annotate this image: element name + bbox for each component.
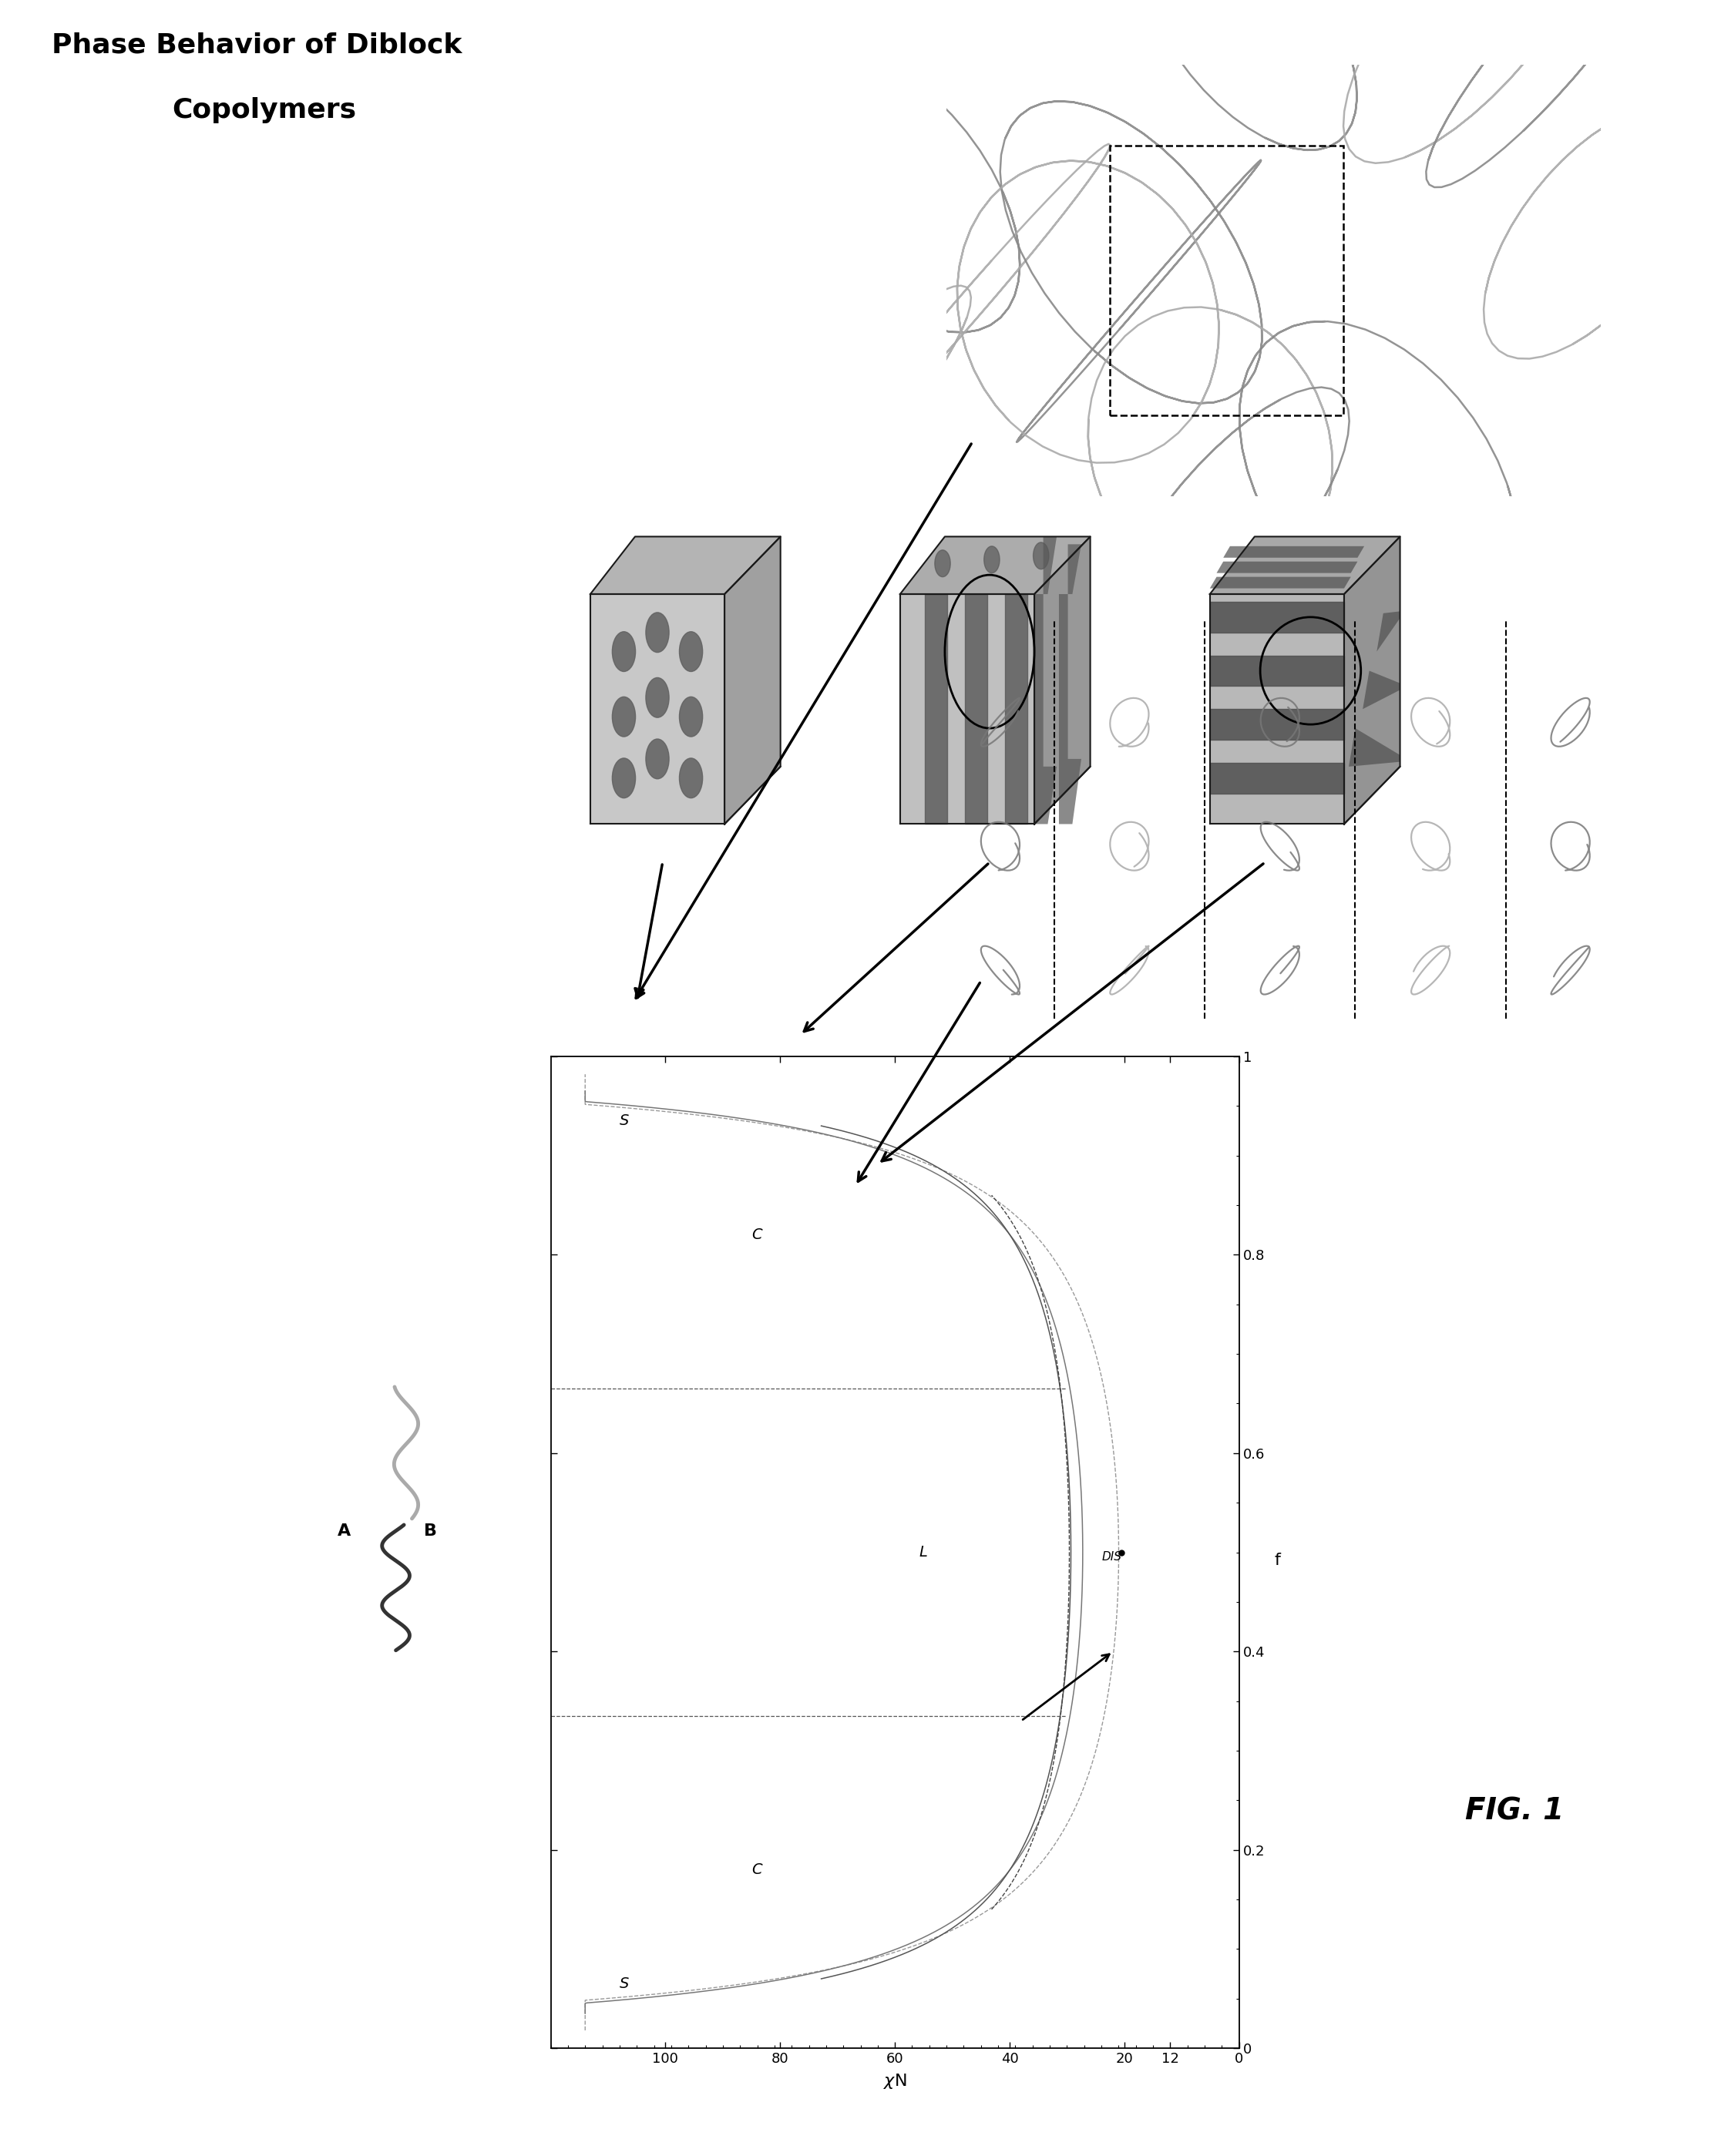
Bar <box>1210 655 1344 686</box>
Polygon shape <box>1034 537 1091 824</box>
Polygon shape <box>1217 561 1358 573</box>
Circle shape <box>613 759 635 798</box>
Text: S: S <box>620 1115 630 1128</box>
Circle shape <box>680 696 702 737</box>
Bar <box>1110 144 1344 414</box>
Y-axis label: f: f <box>1275 1552 1280 1567</box>
Circle shape <box>613 696 635 737</box>
Polygon shape <box>1349 729 1401 768</box>
Polygon shape <box>1363 671 1401 709</box>
Polygon shape <box>900 595 1034 824</box>
Polygon shape <box>1210 595 1344 824</box>
Circle shape <box>645 612 669 653</box>
Text: Phase Behavior of Diblock: Phase Behavior of Diblock <box>52 32 461 58</box>
Polygon shape <box>725 537 781 824</box>
Polygon shape <box>590 595 725 824</box>
Polygon shape <box>1058 543 1081 824</box>
Circle shape <box>1033 543 1048 569</box>
Circle shape <box>680 759 702 798</box>
Bar <box>1210 602 1344 632</box>
Text: B: B <box>423 1522 437 1539</box>
Bar <box>924 595 947 824</box>
Polygon shape <box>1224 545 1365 558</box>
Text: FIG. 1: FIG. 1 <box>1465 1796 1564 1826</box>
Text: L: L <box>919 1546 928 1559</box>
Polygon shape <box>1034 537 1057 824</box>
Polygon shape <box>1210 537 1401 595</box>
Bar <box>1210 763 1344 793</box>
Text: DIS: DIS <box>1101 1552 1122 1563</box>
Circle shape <box>984 545 1000 573</box>
Bar <box>965 595 988 824</box>
Circle shape <box>613 632 635 671</box>
Bar <box>1005 595 1027 824</box>
Text: Copolymers: Copolymers <box>172 97 356 123</box>
Circle shape <box>935 550 950 578</box>
Circle shape <box>645 677 669 718</box>
Polygon shape <box>900 537 1091 595</box>
Bar <box>1210 709 1344 740</box>
Circle shape <box>645 740 669 778</box>
Polygon shape <box>590 537 781 595</box>
Text: A: A <box>337 1522 351 1539</box>
Text: C: C <box>752 1863 762 1878</box>
Polygon shape <box>1210 578 1351 589</box>
Text: S: S <box>620 1977 630 1990</box>
X-axis label: $\chi$N: $\chi$N <box>883 2072 907 2091</box>
Text: C: C <box>752 1227 762 1242</box>
Circle shape <box>680 632 702 671</box>
Polygon shape <box>1344 537 1401 824</box>
Polygon shape <box>1377 612 1401 651</box>
